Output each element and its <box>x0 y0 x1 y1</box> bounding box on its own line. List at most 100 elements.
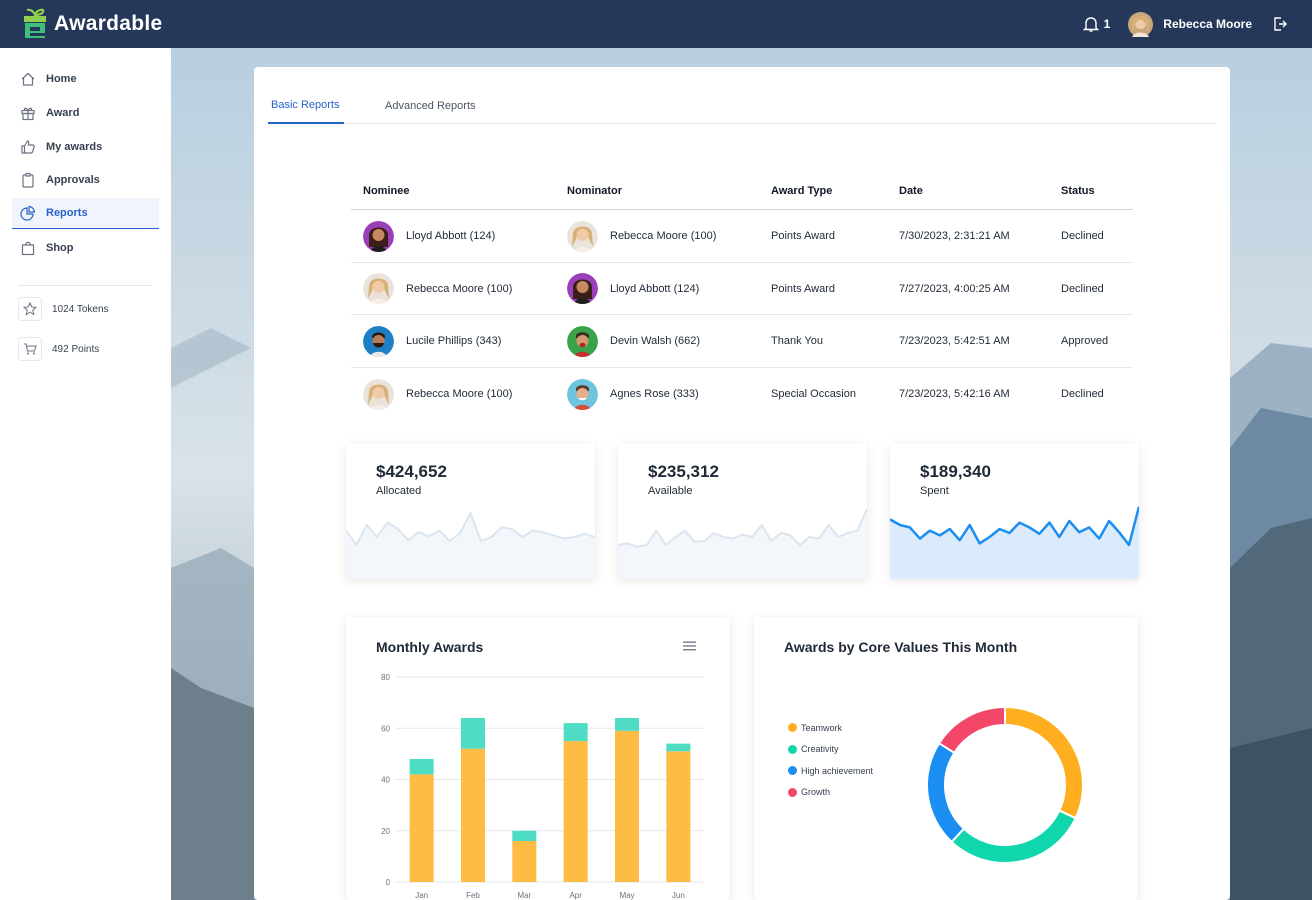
x-tick-label: Apr <box>569 891 582 900</box>
legend-item[interactable]: Creativity <box>788 739 873 761</box>
points-label: 492 Points <box>52 343 100 355</box>
monthly-awards-bar-chart: 0 20 40 60 80 Jan Feb Mar Apr May Jun <box>381 673 704 900</box>
bar-segment <box>666 751 691 882</box>
chart-title: Monthly Awards <box>376 639 484 655</box>
bar-segment <box>615 718 639 731</box>
column-header-status[interactable]: Status <box>1061 185 1095 197</box>
menu-icon[interactable] <box>683 641 696 651</box>
sparkline-area <box>890 506 1139 579</box>
bell-icon <box>1082 17 1099 32</box>
sidebar-item-award[interactable]: Award <box>12 97 159 128</box>
legend-dot <box>788 766 797 776</box>
column-header-date[interactable]: Date <box>899 185 923 197</box>
notifications-button[interactable]: 1 <box>1082 15 1111 33</box>
award-date: 7/27/2023, 4:00:25 AM <box>899 282 1010 295</box>
home-icon <box>19 70 37 88</box>
stat-label: Available <box>648 485 693 497</box>
bar-segment <box>563 741 588 882</box>
tab-label: Basic Reports <box>271 98 340 111</box>
sidebar-item-label: Home <box>46 72 77 85</box>
tab-advanced-reports[interactable]: Advanced Reports <box>382 87 479 124</box>
status-text: Declined <box>1061 230 1104 242</box>
status-text: Declined <box>1061 282 1104 295</box>
legend-item[interactable]: High achievement <box>788 760 873 782</box>
y-tick-label: 20 <box>381 827 390 836</box>
avatar <box>1128 11 1154 37</box>
sidebar: Home Award My awards Approvals Reports S… <box>0 48 171 900</box>
table-row[interactable]: Lloyd Abbott (124) Rebecca Moore (100) P… <box>351 210 1133 263</box>
sidebar-item-label: My awards <box>46 140 103 153</box>
notification-count: 1 <box>1103 17 1111 31</box>
sidebar-item-approvals[interactable]: Approvals <box>12 164 159 195</box>
avatar <box>567 273 598 305</box>
award-type: Thank You <box>771 335 823 348</box>
column-header-nominator[interactable]: Nominator <box>567 185 622 197</box>
mountain-background <box>171 328 1312 900</box>
bar-segment <box>461 748 485 882</box>
sparkline-allocated <box>346 512 595 579</box>
monthly-awards-card: Monthly Awards 0 20 40 60 80 Jan Feb Mar Apr May J… <box>346 617 730 900</box>
sidebar-item-my-awards[interactable]: My awards <box>12 131 159 162</box>
legend-dot <box>788 723 797 733</box>
star-icon <box>18 297 42 321</box>
sidebar-item-label: Approvals <box>46 173 100 186</box>
avatar <box>567 220 598 252</box>
user-menu[interactable]: Rebecca Moore <box>1128 11 1252 37</box>
table-row[interactable]: Lucile Phillips (343) Devin Walsh (662) … <box>351 315 1133 369</box>
legend-label: High achievement <box>801 765 874 776</box>
stat-label: Spent <box>920 485 949 497</box>
x-tick-label: Jan <box>415 891 428 900</box>
x-tick-label: May <box>619 891 634 900</box>
award-type: Points Award <box>771 230 836 242</box>
logout-button[interactable] <box>1272 16 1288 32</box>
nominee-name: Rebecca Moore (100) <box>406 388 513 401</box>
status-text: Approved <box>1061 335 1109 348</box>
sidebar-item-reports[interactable]: Reports <box>12 198 159 229</box>
sparkline-area <box>618 509 867 579</box>
table-header: Nominee Nominator Award Type Date Status <box>351 177 1133 210</box>
nominator-name: Devin Walsh (662) <box>610 335 701 348</box>
x-tick-label: Jun <box>672 891 685 900</box>
bar-segment <box>615 730 639 882</box>
legend-item[interactable]: Teamwork <box>788 717 873 739</box>
bar-segment <box>512 830 537 841</box>
award-type: Special Occasion <box>771 388 856 401</box>
nominator-name: Agnes Rose (333) <box>610 388 699 401</box>
x-tick-label: Mar <box>517 891 531 900</box>
column-header-nominee[interactable]: Nominee <box>363 185 410 197</box>
sidebar-item-home[interactable]: Home <box>12 63 159 94</box>
column-header-award-type[interactable]: Award Type <box>771 185 833 197</box>
sidebar-item-label: Reports <box>46 207 88 219</box>
stat-label: Allocated <box>376 485 422 497</box>
donut-slice <box>926 741 966 844</box>
avatar <box>363 325 394 357</box>
award-type: Points Award <box>771 282 836 295</box>
nominee-name: Lucile Phillips (343) <box>406 335 502 348</box>
chart-title: Awards by Core Values This Month <box>784 639 1018 655</box>
table-row[interactable]: Rebecca Moore (100) Agnes Rose (333) Spe… <box>351 368 1133 421</box>
gift-icon <box>19 104 37 122</box>
logout-icon <box>1274 17 1287 31</box>
sparkline-available <box>618 508 867 579</box>
avatar <box>567 378 598 410</box>
brand[interactable]: Awardable <box>22 8 163 40</box>
legend-item[interactable]: Growth <box>788 782 873 804</box>
sidebar-item-label: Award <box>46 106 80 119</box>
thumbs-up-icon <box>19 138 37 156</box>
stat-amount: $424,652 <box>376 462 447 481</box>
nominator-name: Rebecca Moore (100) <box>610 230 717 242</box>
tab-basic-reports[interactable]: Basic Reports <box>268 87 344 124</box>
nominee-name: Lloyd Abbott (124) <box>406 230 496 242</box>
legend-label: Growth <box>801 787 831 798</box>
bar-segment <box>666 743 691 752</box>
chart-legend: Teamwork Creativity High achievement Gro… <box>788 717 873 803</box>
sidebar-item-shop[interactable]: Shop <box>12 232 159 263</box>
nominee-name: Rebecca Moore (100) <box>406 282 513 295</box>
x-tick-label: Feb <box>466 891 480 900</box>
clipboard-icon <box>19 171 37 189</box>
awards-table: Nominee Nominator Award Type Date Status… <box>351 177 1133 421</box>
shopping-bag-icon <box>19 239 37 257</box>
table-row[interactable]: Rebecca Moore (100) Lloyd Abbott (124) P… <box>351 263 1133 316</box>
stat-card-available: $235,312 Available <box>618 444 867 579</box>
legend-dot <box>788 787 797 797</box>
